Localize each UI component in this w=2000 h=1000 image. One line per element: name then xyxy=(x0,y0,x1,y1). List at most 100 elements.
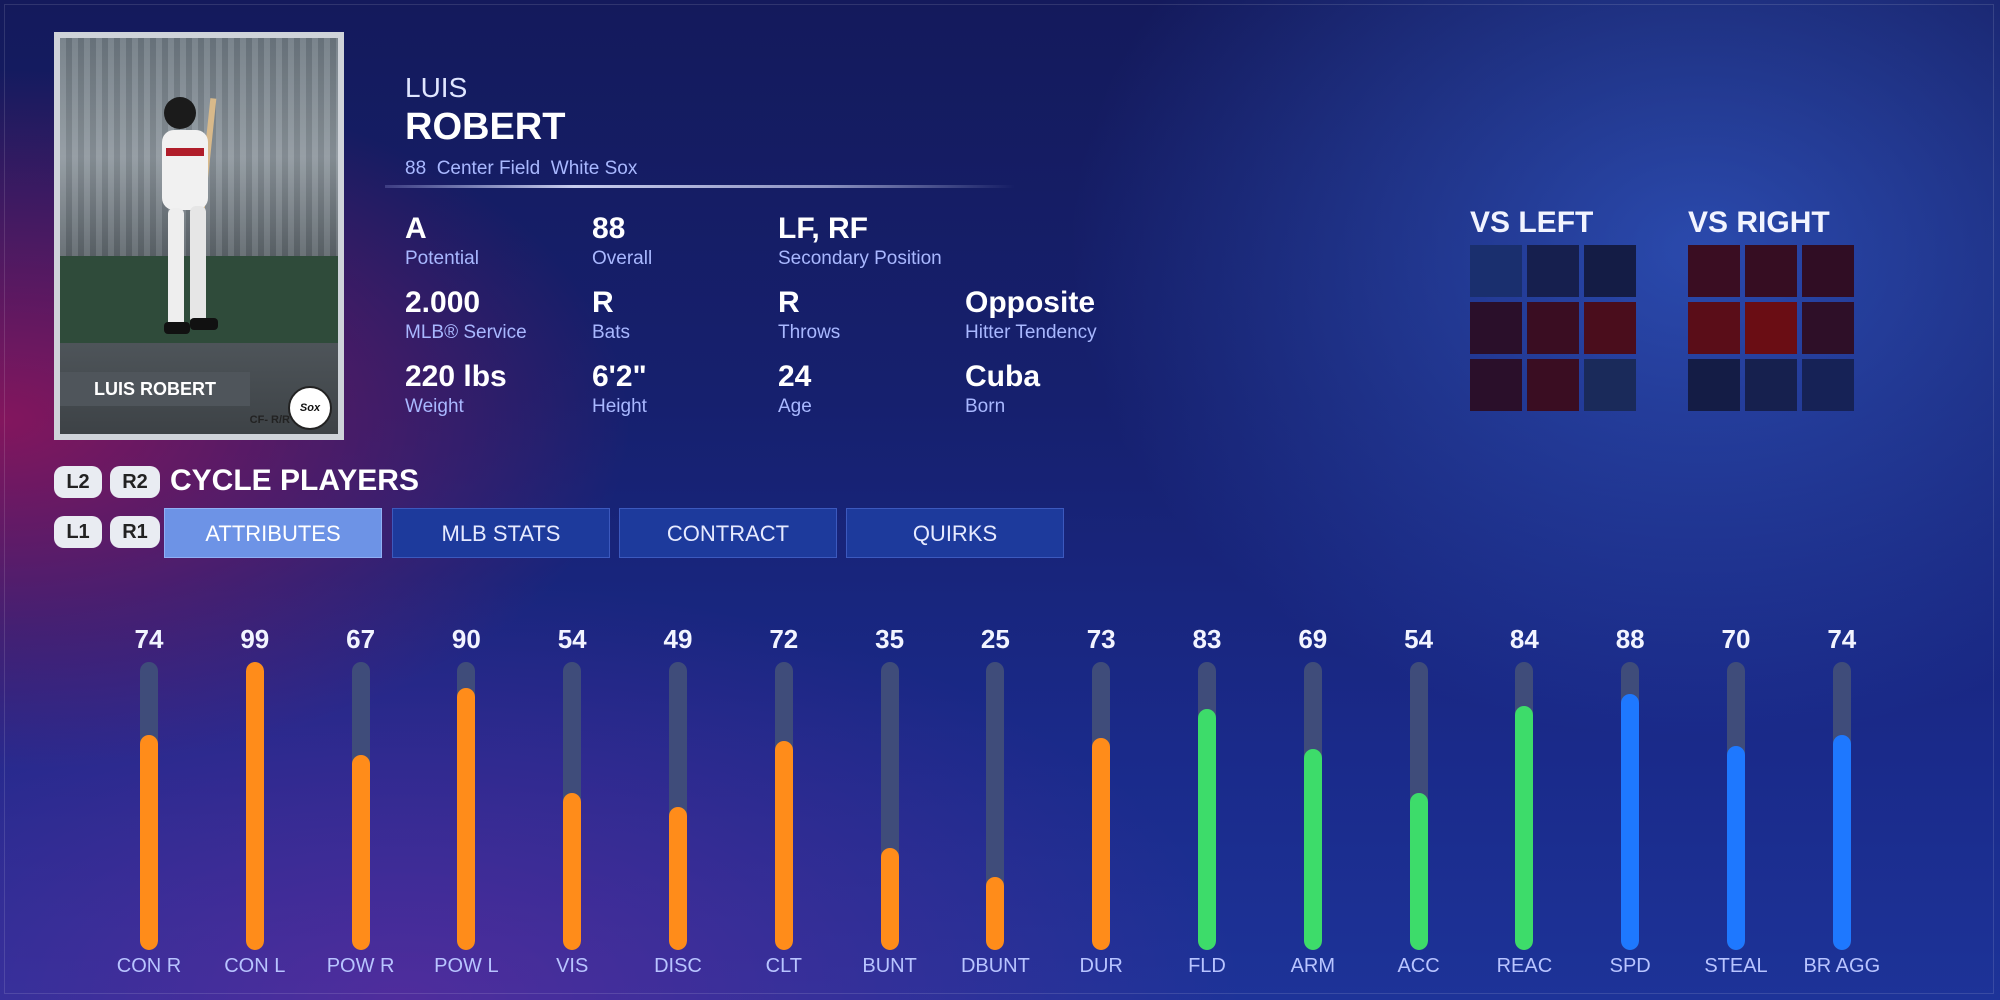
attribute-bar xyxy=(351,755,370,950)
attribute-bar xyxy=(1409,792,1428,950)
vs-left-hot-zone xyxy=(1470,245,1636,411)
attribute-label: VIS xyxy=(556,955,589,977)
hot-zone-cell xyxy=(1584,245,1636,297)
attribute-label: POW R xyxy=(326,955,395,977)
attribute-bar xyxy=(1515,705,1534,950)
attribute-value: 84 xyxy=(1509,624,1539,654)
attribute-value: 74 xyxy=(134,624,164,654)
attribute-bar xyxy=(1832,734,1851,950)
attribute-label: BUNT xyxy=(862,955,917,977)
attribute-value: 88 xyxy=(1615,624,1645,654)
info-height: 6'2" Height xyxy=(592,360,647,418)
hot-zone-cell xyxy=(1688,245,1740,297)
attribute-bar-track xyxy=(774,662,793,950)
l1-button[interactable]: L1 xyxy=(54,516,102,548)
l2-button[interactable]: L2 xyxy=(54,466,102,498)
hot-zone-cell xyxy=(1688,302,1740,354)
attribute-bar xyxy=(1621,694,1640,950)
attribute-label: ACC xyxy=(1397,955,1440,977)
attribute-label: BR AGG xyxy=(1803,955,1881,977)
hot-zone-cell xyxy=(1745,245,1797,297)
attribute-label: DISC xyxy=(654,955,702,977)
attribute-bar-track xyxy=(1727,662,1745,950)
hot-zone-cell xyxy=(1745,302,1797,354)
attribute-value: 54 xyxy=(1404,624,1434,654)
attribute-label: REAC xyxy=(1496,955,1553,977)
vs-right-title: VS RIGHT xyxy=(1688,206,1830,239)
info-label: Height xyxy=(592,396,647,417)
info-label: Hitter Tendency xyxy=(965,322,1097,343)
attribute-value: 25 xyxy=(980,624,1010,654)
info-value: 88 xyxy=(592,212,626,245)
attribute-value: 49 xyxy=(663,624,693,654)
attribute-label: CON R xyxy=(116,955,182,977)
player-position: Center Field xyxy=(436,158,541,179)
attribute-bar-track xyxy=(140,662,158,950)
hot-zone-cell xyxy=(1470,302,1522,354)
info-value: R xyxy=(778,286,800,319)
info-value: Opposite xyxy=(965,286,1096,319)
attribute-value: 99 xyxy=(240,624,270,654)
attribute-value: 90 xyxy=(451,624,481,654)
hot-zone-cell xyxy=(1527,302,1579,354)
tab-contract[interactable]: CONTRACT xyxy=(619,508,837,558)
hot-zone-cell xyxy=(1745,359,1797,411)
attribute-bar xyxy=(1092,737,1111,950)
attribute-label: CLT xyxy=(765,955,802,977)
tab-attributes[interactable]: ATTRIBUTES xyxy=(164,508,382,558)
attribute-bar xyxy=(986,877,1005,950)
attribute-bar-track xyxy=(1409,662,1428,950)
attribute-bar xyxy=(774,740,793,950)
vs-right-hot-zone xyxy=(1688,245,1854,411)
info-value: 220 lbs xyxy=(405,360,507,393)
info-label: Born xyxy=(965,396,1006,417)
info-hitter-tendency: Opposite Hitter Tendency xyxy=(965,286,1097,344)
team-logo-icon: Sox xyxy=(288,386,332,430)
attribute-label: CON L xyxy=(224,955,286,977)
info-label: Overall xyxy=(592,248,653,269)
player-subline: 88 Center Field White Sox xyxy=(405,158,637,180)
hot-zone-cell xyxy=(1584,302,1636,354)
vs-left-title: VS LEFT xyxy=(1470,206,1594,239)
cycle-players-label: CYCLE PLAYERS xyxy=(170,464,419,497)
r1-button[interactable]: R1 xyxy=(110,516,160,548)
hot-zone-cell xyxy=(1802,245,1854,297)
info-label: Secondary Position xyxy=(778,248,942,269)
attribute-bar-track xyxy=(1832,662,1851,950)
attribute-bar xyxy=(669,807,687,950)
attribute-label: DBUNT xyxy=(960,955,1030,977)
attribute-value: 35 xyxy=(875,624,905,654)
player-team: White Sox xyxy=(550,158,638,179)
attribute-bar-track xyxy=(1621,662,1640,950)
tab-quirks[interactable]: QUIRKS xyxy=(846,508,1064,558)
hot-zone-cell xyxy=(1470,245,1522,297)
batter-figure xyxy=(162,97,218,334)
info-throws: R Throws xyxy=(778,286,840,344)
info-value: R xyxy=(592,286,614,319)
attribute-bar-track xyxy=(880,662,899,950)
r2-button[interactable]: R2 xyxy=(110,466,160,498)
attribute-bar xyxy=(1198,708,1216,950)
hot-zone-cell xyxy=(1802,359,1854,411)
info-label: Age xyxy=(778,396,812,417)
hot-zone-cell xyxy=(1470,359,1522,411)
tab-mlb-stats[interactable]: MLB STATS xyxy=(392,508,610,558)
info-label: Potential xyxy=(405,248,479,269)
player-first-name: LUIS xyxy=(405,72,468,103)
card-position-hand: CF- R/R xyxy=(249,414,290,426)
attribute-bar-track xyxy=(1092,662,1111,950)
attribute-value: 70 xyxy=(1721,624,1751,654)
card-nameplate: LUIS ROBERT xyxy=(60,372,250,406)
attribute-bar-track xyxy=(457,662,476,950)
hot-zone-cell xyxy=(1802,302,1854,354)
info-value: 2.000 xyxy=(405,286,481,319)
attribute-bar-track xyxy=(351,662,370,950)
info-value: LF, RF xyxy=(778,212,868,245)
attribute-bar-track xyxy=(1303,662,1322,950)
hot-zone-cell xyxy=(1688,359,1740,411)
attribute-bar xyxy=(1727,746,1745,950)
attribute-bar-track xyxy=(245,662,264,950)
attribute-label: STEAL xyxy=(1704,955,1768,977)
attribute-bar xyxy=(563,792,582,950)
info-bats: R Bats xyxy=(592,286,630,344)
